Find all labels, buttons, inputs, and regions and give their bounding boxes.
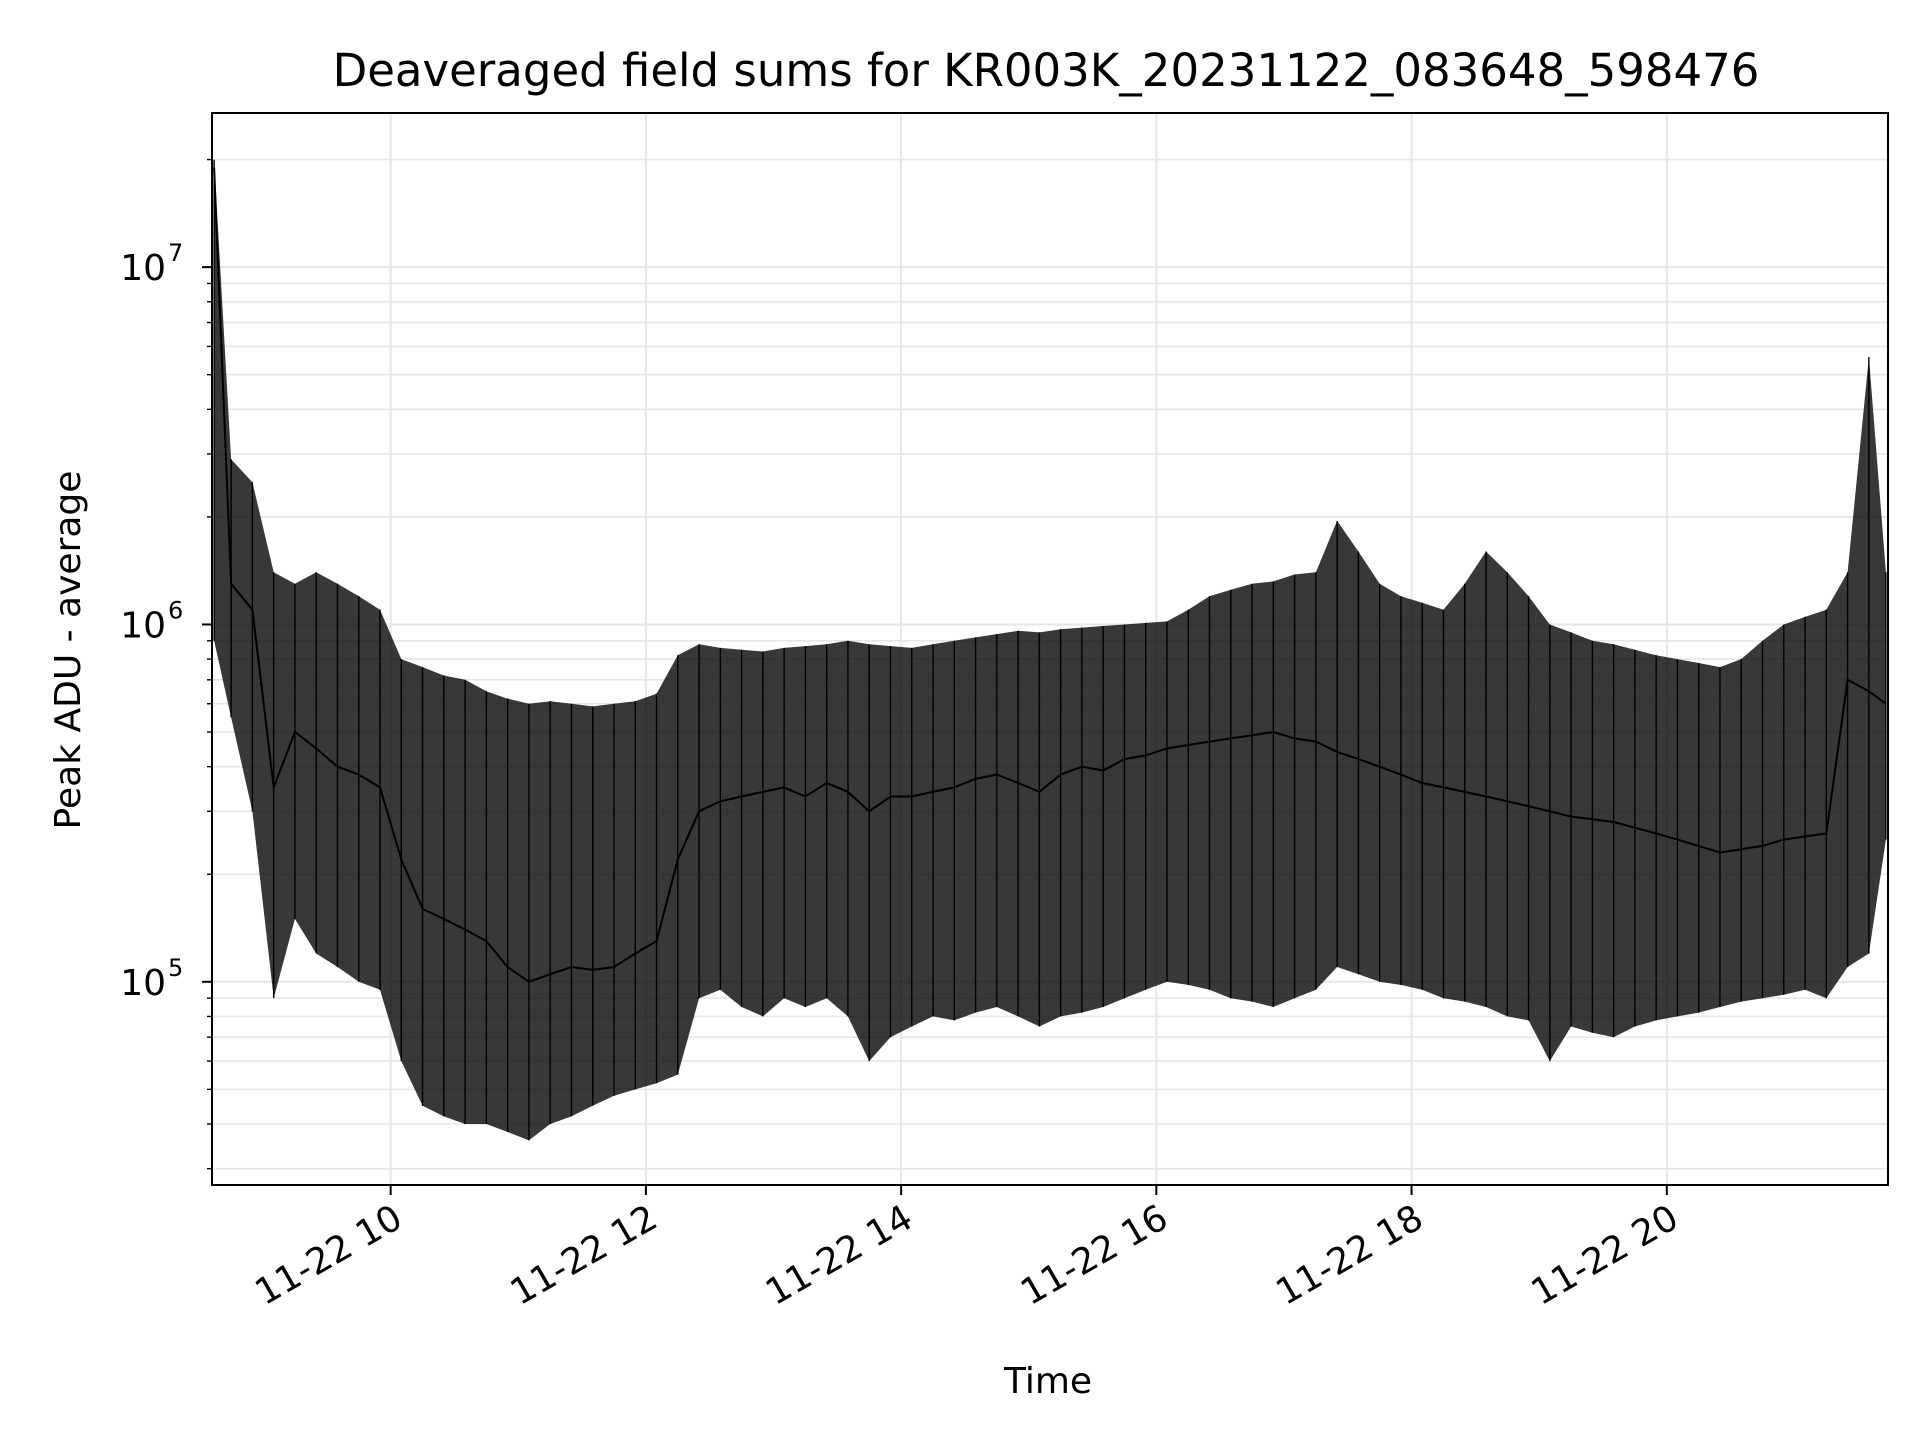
y-tick-label-exponent: 5 <box>168 954 183 982</box>
series-0-line <box>213 167 1887 983</box>
series-0-range-band <box>214 159 1886 1141</box>
y-tick-label-exponent: 6 <box>168 596 183 624</box>
chart-title: Deaveraged field sums for KR003K_2023112… <box>333 44 1760 97</box>
series-layer <box>213 159 1887 1141</box>
y-tick-label: 10 <box>120 248 166 289</box>
y-tick-label: 10 <box>120 963 166 1004</box>
y-tick-label-exponent: 7 <box>168 239 183 267</box>
y-axis-label: Peak ADU - average <box>48 471 89 830</box>
plot-frame <box>211 112 1889 1186</box>
y-tick-label: 10 <box>120 605 166 646</box>
x-axis-label: Time <box>1003 1361 1092 1402</box>
